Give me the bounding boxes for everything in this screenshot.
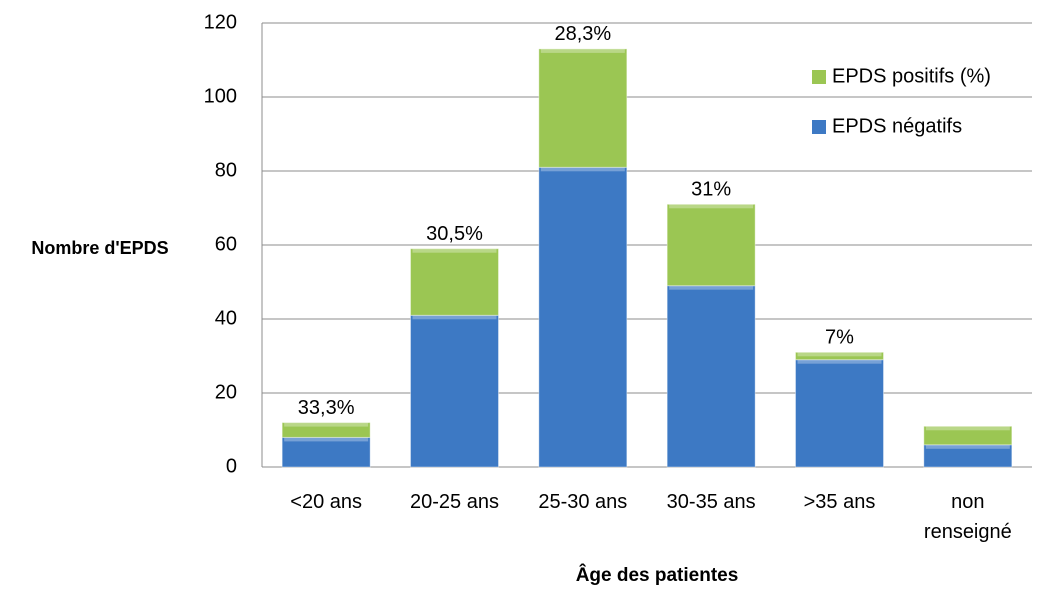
data-label: 7% — [825, 327, 854, 349]
y-tick-label: 0 — [226, 455, 237, 477]
x-tick-label: non renseigné — [923, 491, 1012, 543]
x-tick-label: 30-35 ans — [666, 491, 756, 513]
legend-label: EPDS positifs (%) — [832, 65, 991, 87]
data-label: 31% — [691, 179, 731, 201]
bar-highlight — [669, 285, 754, 290]
bar-segment — [281, 436, 371, 468]
bar-segment — [410, 248, 499, 316]
bar-highlight — [797, 352, 882, 357]
legend-swatch — [812, 70, 826, 84]
data-label: 28,3% — [554, 23, 611, 45]
bar-segment — [795, 351, 884, 361]
y-tick-label: 100 — [204, 85, 237, 107]
bar-segment — [666, 285, 756, 468]
bar-highlight — [925, 444, 1010, 449]
bar-highlight — [412, 315, 497, 320]
legend-swatch — [812, 120, 826, 134]
bar-highlight — [797, 359, 882, 364]
bar-segment — [538, 166, 628, 468]
data-label: 30,5% — [426, 223, 483, 245]
x-tick-label: >35 ans — [803, 491, 876, 513]
bar-segment — [538, 48, 628, 168]
bar-highlight — [540, 167, 625, 172]
y-tick-label: 120 — [204, 11, 237, 33]
x-tick-label: 20-25 ans — [410, 491, 499, 513]
bar-highlight — [284, 422, 369, 427]
x-axis-title: Âge des patientes — [576, 564, 739, 586]
y-tick-label: 40 — [215, 307, 237, 329]
x-tick-label: 25-30 ans — [538, 491, 628, 513]
bar-segment — [923, 425, 1013, 446]
bar-highlight — [284, 437, 369, 442]
x-tick-label: <20 ans — [290, 491, 363, 513]
y-tick-label: 20 — [215, 381, 237, 403]
bar-highlight — [540, 48, 625, 53]
y-axis-title: Nombre d'EPDS — [31, 238, 168, 258]
bar-segment — [795, 359, 884, 468]
data-label: 33,3% — [298, 397, 355, 419]
bar-highlight — [925, 426, 1010, 431]
y-tick-label: 60 — [215, 233, 237, 255]
bar-segment — [410, 314, 499, 468]
bar-segment — [666, 203, 756, 287]
bar-highlight — [412, 248, 497, 253]
legend-label: EPDS négatifs — [832, 115, 962, 137]
bar-highlight — [669, 204, 754, 209]
y-tick-label: 80 — [215, 159, 237, 181]
bar-segment — [281, 422, 371, 438]
